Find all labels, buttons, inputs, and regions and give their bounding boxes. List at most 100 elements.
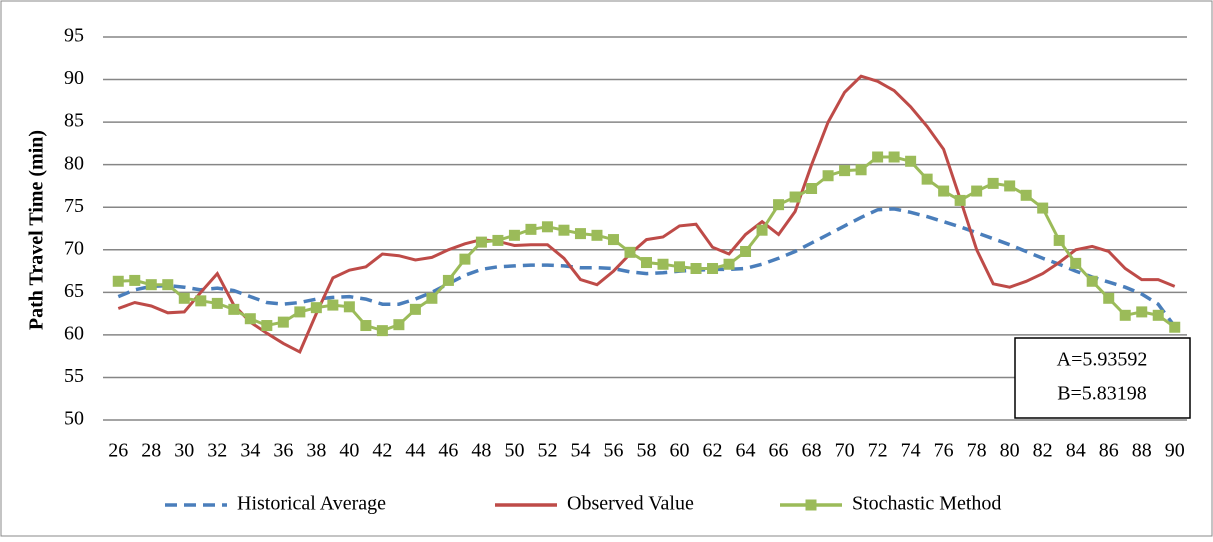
x-tick-label: 32 (207, 440, 227, 462)
y-tick-label: 80 (64, 152, 84, 174)
y-tick-label: 55 (64, 365, 84, 387)
series-line (117, 74, 1176, 354)
point-marker (1119, 309, 1131, 321)
x-tick-label: 56 (603, 440, 623, 462)
point-marker (574, 228, 586, 240)
point-marker (855, 164, 867, 176)
point-marker (1053, 234, 1065, 246)
point-marker (657, 258, 669, 270)
x-tick-label: 46 (438, 440, 458, 462)
x-tick-label: 50 (504, 440, 524, 462)
point-marker (607, 234, 619, 246)
point-marker (690, 263, 702, 275)
series-line (117, 207, 1177, 328)
point-marker (1103, 292, 1115, 304)
point-marker (376, 325, 388, 337)
x-tick-label: 68 (802, 440, 822, 462)
point-marker (409, 303, 421, 315)
x-tick-label: 70 (835, 440, 855, 462)
point-marker (1070, 257, 1082, 269)
point-marker (1004, 180, 1016, 192)
point-marker (277, 316, 289, 328)
x-tick-label: 66 (769, 440, 789, 462)
x-tick-label: 48 (471, 440, 491, 462)
point-marker (938, 185, 950, 197)
point-marker (839, 165, 851, 177)
point-marker (1136, 306, 1148, 318)
point-marker (921, 173, 933, 185)
point-marker (178, 292, 190, 304)
point-marker (459, 253, 471, 265)
legend-label: Observed Value (567, 493, 694, 515)
point-marker (244, 313, 256, 325)
point-marker (393, 319, 405, 331)
x-tick-label: 84 (1066, 440, 1086, 462)
annotation: A=5.93592 (1057, 349, 1148, 371)
point-marker (112, 275, 124, 287)
x-tick-label: 74 (901, 440, 921, 462)
x-tick-label: 58 (637, 440, 657, 462)
point-marker (211, 297, 223, 309)
point-marker (145, 279, 157, 291)
point-marker (987, 177, 999, 189)
point-marker (129, 274, 141, 286)
point-marker (228, 303, 240, 315)
point-marker (492, 234, 504, 246)
point-marker (641, 257, 652, 269)
point-marker (442, 274, 454, 286)
annotation: B=5.83198 (1057, 383, 1147, 405)
point-marker (806, 182, 818, 194)
x-tick-label: 30 (174, 440, 194, 462)
legend-label: Stochastic Method (852, 493, 1001, 515)
point-marker (1152, 309, 1164, 321)
point-marker (195, 295, 207, 307)
point-marker (905, 155, 917, 167)
point-marker (541, 221, 553, 233)
y-tick-label: 75 (64, 195, 84, 217)
point-marker (740, 245, 752, 257)
point-marker (1020, 189, 1032, 201)
legend-label: Historical Average (237, 493, 386, 515)
x-tick-label: 40 (339, 440, 359, 462)
point-marker (261, 320, 273, 332)
point-marker (872, 151, 884, 163)
point-marker (971, 185, 983, 197)
point-marker (822, 170, 834, 182)
x-tick-label: 42 (372, 440, 392, 462)
y-tick-label: 70 (64, 237, 84, 259)
x-tick-label: 80 (1000, 440, 1020, 462)
point-marker (789, 191, 801, 203)
point-marker (525, 223, 537, 235)
x-tick-label: 86 (1099, 440, 1119, 462)
point-marker (954, 194, 966, 206)
point-marker (773, 199, 785, 211)
y-tick-label: 95 (64, 25, 84, 47)
x-tick-label: 88 (1132, 440, 1152, 462)
point-marker (162, 279, 174, 291)
point-marker (294, 306, 306, 318)
point-marker (475, 236, 487, 248)
point-marker (508, 229, 520, 241)
point-marker (310, 302, 322, 314)
point-marker (888, 151, 900, 163)
point-marker (1086, 275, 1098, 287)
x-tick-label: 28 (141, 440, 161, 462)
point-marker (591, 229, 603, 241)
point-marker (360, 320, 372, 332)
x-tick-label: 60 (670, 440, 690, 462)
point-marker (1037, 202, 1049, 214)
point-marker (674, 261, 686, 273)
y-tick-label: 85 (64, 110, 84, 132)
point-marker (426, 292, 438, 304)
y-axis-label: Path Travel Time (min) (26, 130, 48, 330)
annotation-box (1014, 337, 1191, 419)
x-tick-label: 44 (405, 440, 425, 462)
x-tick-label: 54 (570, 440, 590, 462)
x-tick-label: 52 (537, 440, 557, 462)
x-tick-label: 82 (1033, 440, 1053, 462)
x-tick-label: 90 (1165, 440, 1185, 462)
point-marker (707, 263, 719, 275)
point-marker (558, 224, 570, 236)
y-tick-label: 50 (64, 408, 84, 430)
